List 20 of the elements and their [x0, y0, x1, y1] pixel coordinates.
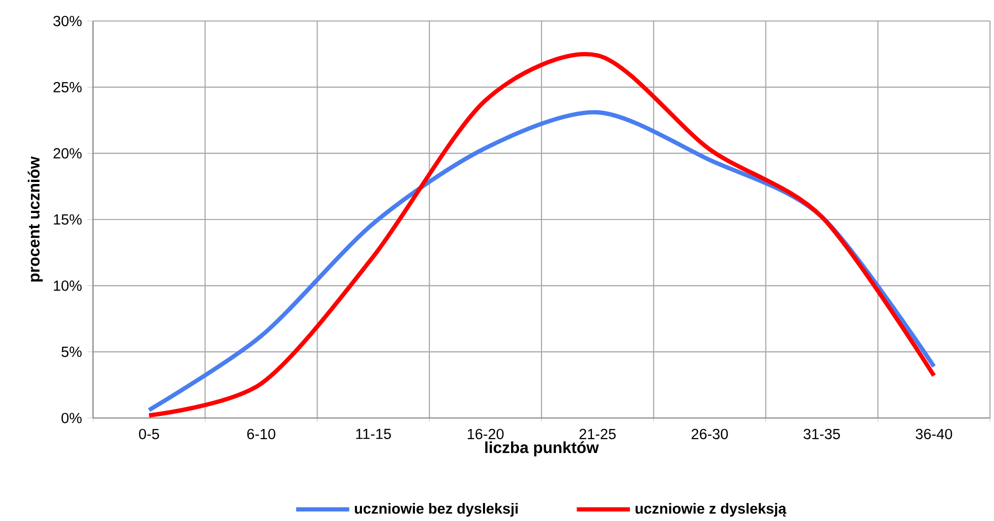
y-tick-label: 0%	[62, 412, 82, 424]
legend-label: uczniowie bez dysleksji	[354, 502, 518, 517]
x-tick-label: 6-10	[247, 428, 276, 440]
y-tick-label: 5%	[62, 346, 82, 357]
x-tick-label: 11-15	[356, 428, 391, 439]
x-tick-label: 26-30	[692, 428, 728, 440]
x-tick-label: 21-25	[580, 428, 616, 440]
x-tick-label: 0-5	[139, 428, 160, 440]
x-axis-title: liczba punktów	[485, 441, 599, 456]
x-tick-label: 31-35	[804, 428, 840, 440]
y-axis-title: procent uczniów	[28, 156, 43, 282]
y-tick-label: 10%	[54, 280, 82, 291]
y-tick-label: 30%	[53, 16, 82, 26]
legend-label: uczniowie z dysleksją	[636, 502, 786, 517]
y-tick-label: 15%	[54, 214, 82, 225]
line-series	[146, 52, 936, 418]
x-tick-label: 16-20	[468, 428, 504, 440]
x-tick-label: 36-40	[916, 428, 952, 440]
y-tick-label: 25%	[54, 82, 82, 92]
y-tick-label: 20%	[54, 148, 82, 158]
